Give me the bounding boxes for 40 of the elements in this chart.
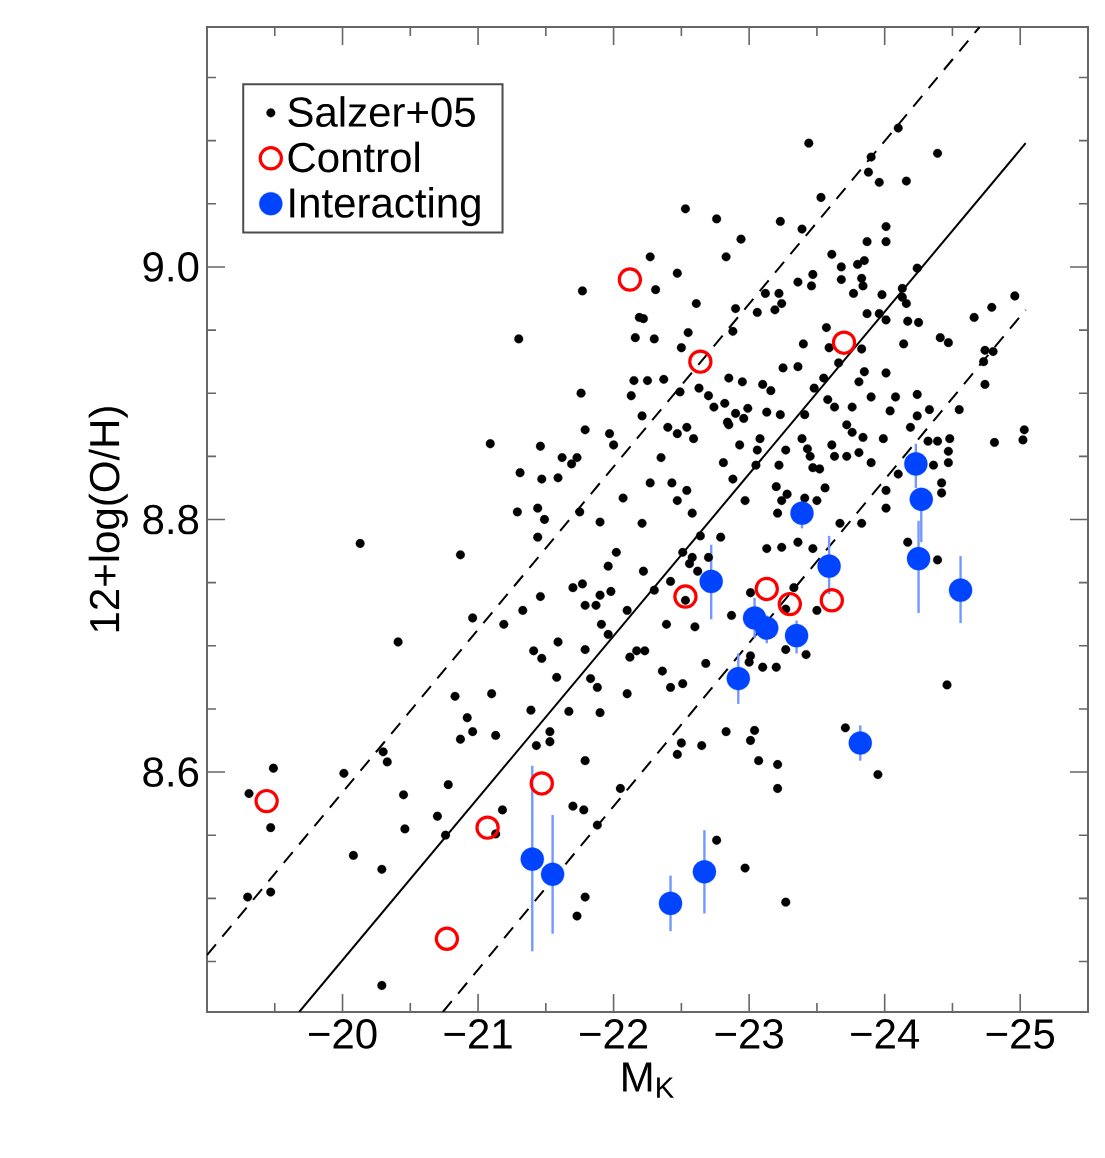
point bbox=[819, 588, 845, 613]
point bbox=[726, 666, 751, 691]
point bbox=[754, 576, 779, 602]
point bbox=[673, 584, 698, 609]
point bbox=[254, 788, 279, 814]
x-tick-label: −24 bbox=[851, 1019, 920, 1049]
point bbox=[831, 330, 857, 355]
point bbox=[906, 546, 931, 571]
x-tick-label: −22 bbox=[580, 1019, 648, 1049]
y-tick-label: 8.8 bbox=[143, 504, 199, 535]
point bbox=[699, 569, 723, 594]
point bbox=[817, 554, 841, 578]
point bbox=[784, 623, 809, 648]
point bbox=[520, 847, 544, 871]
point bbox=[434, 926, 460, 951]
point bbox=[790, 501, 814, 525]
point bbox=[848, 731, 872, 755]
point bbox=[658, 891, 683, 916]
point bbox=[904, 452, 928, 476]
y-axis-title: 12+log(O/H) bbox=[88, 407, 128, 632]
point bbox=[529, 771, 554, 796]
legend-label: Interacting bbox=[290, 187, 480, 227]
x-tick-label: −20 bbox=[308, 1019, 377, 1049]
point bbox=[755, 616, 779, 640]
x-tick-label: −23 bbox=[715, 1019, 783, 1049]
x-axis-title: M$_{K}$ bbox=[623, 1062, 674, 1098]
point bbox=[948, 578, 973, 602]
legend-label: Control bbox=[288, 141, 419, 173]
y-tick-label: 8.6 bbox=[143, 757, 199, 787]
x-tick-label: −21 bbox=[444, 1019, 512, 1049]
y-tick-label: 9.0 bbox=[143, 252, 199, 282]
point bbox=[777, 591, 803, 617]
legend-label: Salzer+05 bbox=[288, 96, 475, 127]
point bbox=[692, 860, 717, 884]
point bbox=[688, 349, 713, 374]
point bbox=[909, 487, 933, 512]
point bbox=[617, 267, 643, 292]
point bbox=[475, 815, 500, 840]
point bbox=[540, 862, 565, 887]
x-tick-label: −25 bbox=[986, 1019, 1055, 1049]
